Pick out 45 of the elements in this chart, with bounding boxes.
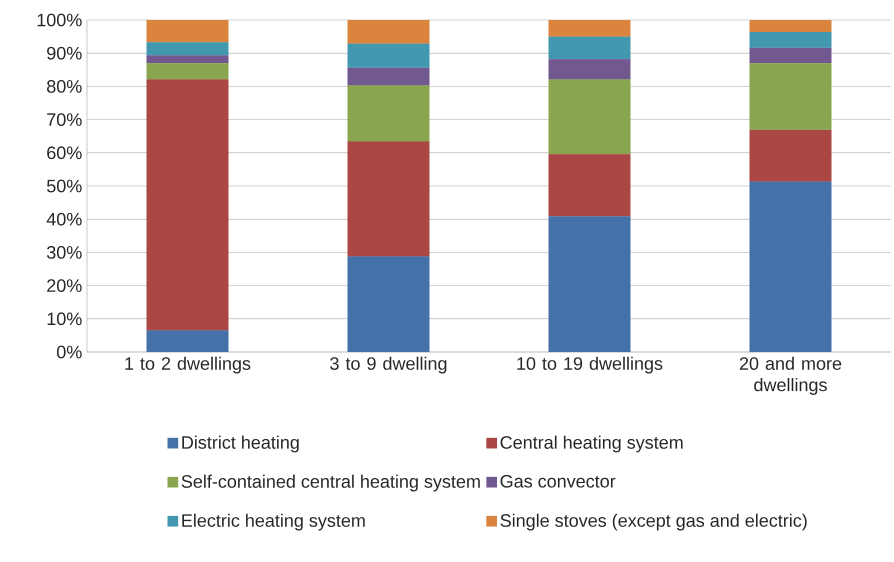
y-tick-label: 70% xyxy=(47,113,82,126)
legend-label: Gas convector xyxy=(500,474,616,488)
bar xyxy=(348,256,430,352)
bar xyxy=(146,20,228,42)
legend-label: Single stoves (except gas and electric) xyxy=(500,514,807,530)
y-tick-label: 90% xyxy=(47,46,82,60)
bar xyxy=(548,216,630,352)
y-tick-label: 50% xyxy=(46,180,82,192)
bar xyxy=(146,79,228,330)
bar xyxy=(548,20,630,37)
legend-label: Self-contained central heating system xyxy=(182,474,480,492)
bar xyxy=(348,68,430,86)
bar xyxy=(348,85,430,142)
legend-label: Electric heating system xyxy=(182,514,365,530)
bar xyxy=(749,48,832,64)
bar xyxy=(348,20,430,44)
legend-label: Central heating system xyxy=(500,436,683,452)
bar xyxy=(548,59,630,80)
bar xyxy=(146,63,228,80)
bar xyxy=(348,44,430,68)
bar xyxy=(749,32,832,48)
bar xyxy=(146,330,228,352)
bar xyxy=(749,20,832,32)
y-tick-label: 40% xyxy=(46,212,82,226)
x-tick-label: 1 to 2 dwellings xyxy=(125,356,250,374)
y-tick-label: 100% xyxy=(38,14,82,26)
y-tick-label: 10% xyxy=(48,312,82,326)
y-tick-label: 60% xyxy=(47,146,82,160)
bar xyxy=(146,55,228,64)
bar xyxy=(548,79,630,154)
x-tick-label: 3 to 9 dwelling xyxy=(330,356,446,374)
bar xyxy=(749,63,832,130)
y-tick-label: 0% xyxy=(56,346,82,358)
bar xyxy=(548,36,630,60)
bar xyxy=(348,142,430,256)
y-tick-label: 80% xyxy=(47,80,82,93)
x-tick-label: 10 to 19 dwellings xyxy=(517,356,662,374)
y-tick-label: 20% xyxy=(47,279,82,292)
bar xyxy=(749,182,832,352)
legend-label: District heating xyxy=(182,436,299,452)
bar xyxy=(749,130,832,182)
y-tick-label: 30% xyxy=(46,246,82,259)
bar xyxy=(146,42,228,56)
x-tick-label: 20 and more dwellings xyxy=(740,356,842,395)
bar xyxy=(548,154,630,216)
